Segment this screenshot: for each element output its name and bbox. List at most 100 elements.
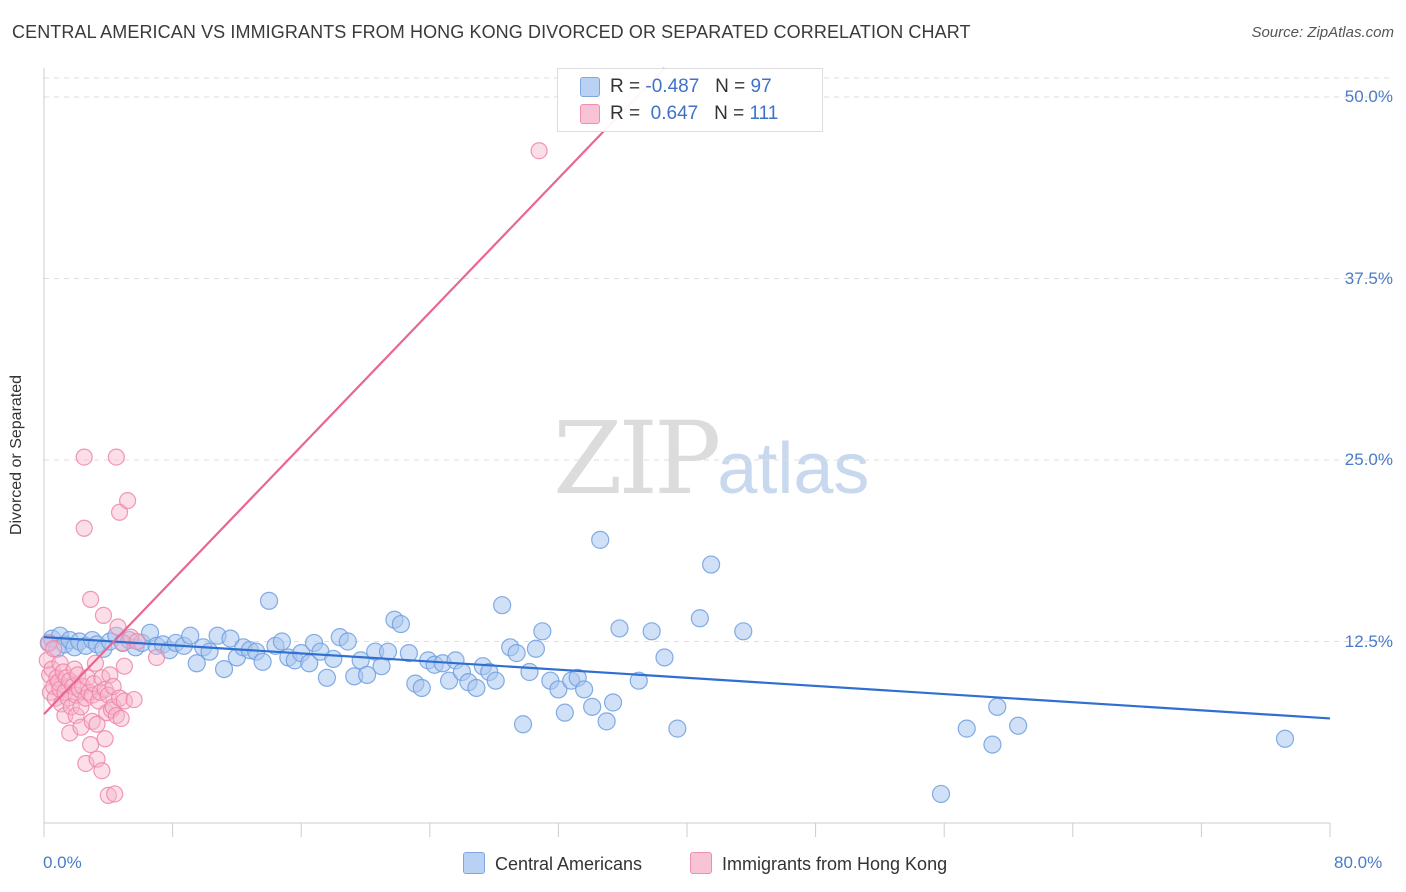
hong-kong-point — [115, 657, 133, 675]
legend-n-label: N = — [715, 76, 746, 97]
central-americans-point — [399, 644, 419, 663]
hong-kong-points — [38, 142, 548, 805]
axes — [43, 68, 1331, 837]
hong-kong-trend-line — [43, 67, 666, 715]
central-americans-point — [324, 649, 343, 669]
hong-kong-point — [82, 590, 100, 608]
hong-kong-point — [110, 503, 129, 521]
grid-lines — [44, 77, 1393, 642]
central-americans-point — [317, 668, 337, 687]
hong-kong-point — [83, 712, 101, 730]
hong-kong-point — [107, 706, 125, 725]
legend-swatch-blue — [580, 77, 600, 97]
bottom-legend-hong-kong: Immigrants from Hong Kong — [690, 852, 947, 876]
central-americans-point — [734, 622, 753, 641]
central-americans-point — [253, 652, 272, 671]
central-americans-point — [690, 609, 709, 628]
hong-kong-point — [77, 754, 95, 773]
hong-kong-point — [75, 519, 93, 537]
central-americans-point — [629, 671, 648, 690]
y-tick-label: 37.5% — [1344, 268, 1393, 288]
hong-kong-point — [93, 762, 111, 780]
correlation-legend: R = -0.487 N = 97 R = 0.647 N = 111 — [557, 68, 823, 132]
central-americans-point — [378, 642, 398, 661]
hong-kong-point — [86, 654, 105, 672]
legend-n-label: N = — [714, 103, 745, 124]
legend-r-label: R = — [610, 76, 641, 97]
central-americans-point — [181, 626, 200, 645]
hong-kong-point — [99, 786, 117, 805]
central-americans-point — [575, 680, 594, 699]
bottom-legend-swatch-pink — [690, 852, 712, 874]
central-americans-trend-line — [43, 636, 1331, 720]
central-americans-point — [702, 555, 721, 574]
central-americans-point — [486, 671, 505, 690]
y-tick-label: 12.5% — [1344, 631, 1393, 651]
legend-n-value: 111 — [749, 103, 779, 124]
hong-kong-point — [88, 715, 106, 733]
bottom-legend-label: Immigrants from Hong Kong — [722, 854, 948, 874]
central-americans-point — [555, 703, 574, 722]
central-americans-point — [221, 629, 240, 648]
central-americans-point — [272, 632, 292, 651]
legend-swatch-pink — [580, 104, 600, 124]
central-americans-point — [549, 680, 568, 699]
hong-kong-point — [125, 690, 143, 709]
central-americans-point — [391, 614, 410, 634]
hong-kong-point — [45, 640, 63, 658]
central-americans-point — [655, 648, 674, 667]
central-americans-point — [358, 665, 377, 684]
central-americans-point — [338, 632, 357, 651]
central-americans-point — [533, 622, 552, 641]
central-americans-point — [931, 784, 951, 804]
hong-kong-point — [106, 785, 124, 803]
legend-r-value: 0.647 — [645, 103, 699, 124]
central-americans-point — [983, 735, 1002, 754]
hong-kong-point — [72, 698, 90, 716]
watermark-atlas: atlas — [717, 429, 870, 509]
y-axis-label: Divorced or Separated — [8, 374, 25, 536]
hong-kong-point — [109, 618, 127, 636]
central-americans-point — [988, 697, 1007, 716]
hong-kong-point — [110, 689, 129, 707]
x-tick-label-max: 80.0% — [1334, 853, 1383, 872]
central-americans-point — [603, 693, 623, 712]
source-label: Source: ZipAtlas.com — [1251, 24, 1394, 41]
central-americans-point — [526, 639, 545, 658]
central-americans-point — [187, 654, 206, 673]
central-americans-point — [507, 644, 526, 663]
central-americans-point — [467, 678, 486, 698]
hong-kong-point — [82, 735, 100, 754]
bottom-legend-swatch-blue — [463, 852, 485, 874]
central-americans-point — [493, 596, 512, 615]
legend-n-value: 97 — [750, 76, 772, 97]
legend-r-label: R = — [610, 103, 641, 124]
central-americans-point — [520, 662, 539, 682]
bottom-legend-label: Central Americans — [495, 854, 643, 874]
hong-kong-point — [94, 606, 113, 624]
central-americans-point — [439, 671, 459, 690]
hong-kong-point — [107, 448, 125, 466]
trend-lines — [43, 67, 1331, 720]
central-americans-point — [610, 619, 629, 638]
central-americans-point — [583, 697, 602, 716]
central-americans-point — [642, 622, 661, 641]
hong-kong-point — [51, 654, 69, 672]
hong-kong-point — [128, 632, 146, 651]
hong-kong-point — [118, 492, 137, 510]
y-tick-label: 50.0% — [1344, 87, 1393, 106]
central-americans-point — [668, 719, 687, 738]
central-americans-point — [259, 591, 279, 610]
central-americans-point — [1275, 729, 1295, 748]
hong-kong-point — [98, 704, 116, 722]
hong-kong-point — [112, 709, 130, 728]
central-americans-points — [39, 530, 1295, 804]
central-americans-point — [957, 719, 976, 738]
central-americans-point — [1009, 716, 1028, 735]
hong-kong-point — [75, 448, 93, 466]
legend-r-value: -0.487 — [645, 76, 700, 97]
hong-kong-point — [147, 648, 166, 667]
y-tick-label: 25.0% — [1344, 450, 1393, 469]
central-americans-point — [412, 678, 431, 698]
